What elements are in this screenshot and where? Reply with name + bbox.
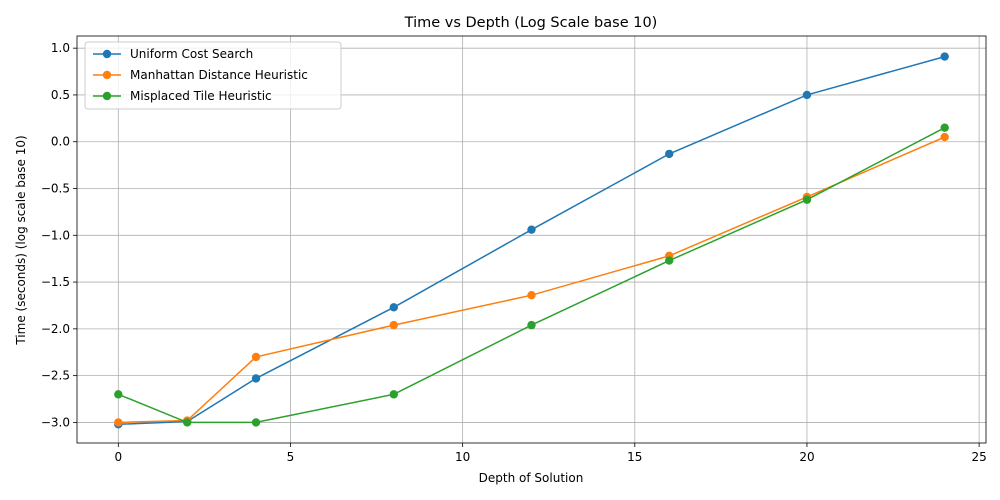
y-tick-label: −1.5: [41, 275, 70, 289]
x-tick-label: 15: [627, 450, 642, 464]
legend-entry: Uniform Cost Search: [130, 47, 253, 61]
data-point: [114, 418, 123, 427]
legend-swatch-marker: [102, 49, 112, 59]
x-tick-label: 0: [114, 450, 122, 464]
legend: Uniform Cost Search Manhattan Distance He…: [84, 41, 342, 110]
series-line: [118, 55, 945, 426]
legend-swatch-marker: [102, 91, 112, 101]
x-tick-label: 25: [971, 450, 986, 464]
data-point: [389, 320, 398, 330]
data-point: [389, 390, 398, 399]
y-tick-label: −2.0: [41, 322, 70, 336]
y-tick-label: −2.5: [41, 369, 70, 383]
y-tick-label: 1.0: [51, 41, 70, 55]
data-point: [251, 352, 261, 362]
series-line: [118, 136, 945, 424]
data-point: [940, 52, 949, 61]
plot-frame: [76, 35, 987, 444]
x-axis-label: Depth of Solution: [479, 471, 584, 485]
data-point: [251, 374, 261, 383]
data-point: [802, 90, 812, 100]
x-tick-label: 5: [287, 450, 295, 464]
data-point: [665, 256, 674, 265]
data-point: [940, 123, 949, 132]
y-tick-label: 0.5: [51, 88, 70, 102]
data-point: [527, 290, 536, 300]
chart-title: Time vs Depth (Log Scale base 10): [404, 15, 658, 31]
data-point: [940, 132, 949, 142]
legend-box: [84, 41, 342, 110]
data-point: [665, 149, 674, 159]
y-tick-label: −3.0: [41, 415, 70, 429]
y-tick-label: 0.0: [51, 135, 70, 149]
y-axis-ticks: −3.0 −2.5 −2.0 −1.5 −1.0 −0.5 0.0 0.5 1.0: [41, 41, 77, 429]
legend-entry: Misplaced Tile Heuristic: [130, 89, 272, 103]
data-point: [389, 303, 398, 312]
data-point: [251, 418, 261, 427]
y-tick-label: −0.5: [41, 182, 70, 196]
legend-entry: Manhattan Distance Heuristic: [130, 68, 308, 82]
legend-swatch-marker: [102, 70, 112, 80]
y-axis-label: Time (seconds) (log scale base 10): [14, 135, 28, 345]
x-tick-label: 10: [455, 450, 470, 464]
series-line: [118, 127, 946, 424]
data-point: [182, 418, 192, 427]
x-axis-ticks: 0 5 10 15 20 25: [114, 443, 987, 464]
series-layer: [114, 52, 949, 429]
grid: [77, 36, 986, 443]
y-tick-label: −1.0: [41, 228, 70, 242]
data-point: [527, 225, 536, 234]
data-point: [802, 195, 812, 204]
x-tick-label: 20: [799, 450, 814, 464]
data-point: [527, 320, 536, 330]
data-point: [114, 390, 123, 399]
